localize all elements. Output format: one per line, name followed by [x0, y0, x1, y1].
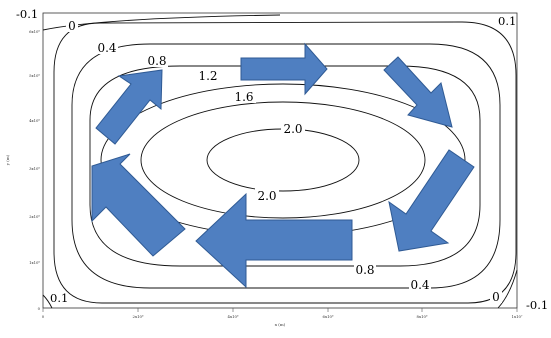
y-tick-label: 4x10⁶	[29, 118, 40, 123]
x-tick-label: 8x10⁶	[417, 314, 428, 319]
y-tick-label: 2x10⁶	[29, 214, 40, 219]
x-axis: 0 2x10⁶ 4x10⁶ 6x10⁶ 8x10⁶ 1x10⁷ x (m)	[42, 308, 523, 327]
label-mask	[490, 289, 502, 303]
y-tick-label: 1x10⁶	[29, 260, 40, 265]
label-mask	[409, 277, 431, 291]
corner-label-top-left: -0.1	[16, 7, 38, 21]
x-tick-label: 0	[42, 314, 45, 319]
arrow-left-lower	[91, 153, 186, 257]
label-mask	[232, 89, 256, 103]
y-tick-label: 5x10⁶	[29, 73, 40, 78]
corner-label-bottom-left: 0.1	[50, 291, 68, 305]
x-tick-label: 4x10⁶	[228, 314, 239, 319]
label-mask	[354, 262, 376, 276]
y-tick-label: 3x10⁶	[29, 166, 40, 171]
y-axis-label: y (m)	[5, 154, 10, 166]
x-tick-label: 1x10⁷	[512, 314, 523, 319]
x-tick-label: 6x10⁶	[323, 314, 334, 319]
label-mask	[255, 188, 279, 202]
contour-label-2-0-upper: 2.0	[283, 122, 302, 136]
contour-0-4	[71, 43, 501, 289]
y-axis: 6x10⁶ 5x10⁶ 4x10⁶ 3x10⁶ 2x10⁶ 1x10⁶ 0 y …	[5, 29, 41, 311]
plot-frame	[42, 12, 518, 309]
arrow-bottom	[195, 192, 353, 289]
contour-label-backgrounds	[66, 17, 502, 303]
contour-label-2-0-lower: 2.0	[257, 189, 276, 203]
label-mask	[146, 53, 168, 67]
label-mask	[66, 17, 78, 32]
contour-0-8	[89, 65, 481, 267]
corner-label-bottom-right: -0.1	[526, 298, 548, 312]
x-axis-label: x (m)	[275, 322, 286, 327]
contour-label-0-4-bottom: 0.4	[410, 278, 429, 292]
y-tick-label: 6x10⁶	[29, 29, 40, 34]
contour-edge-bottom-right	[497, 269, 518, 309]
arrow-left-upper	[95, 69, 163, 145]
contour-label-1-2: 1.2	[198, 69, 217, 83]
arrow-top-right	[240, 42, 328, 96]
contour-label-0-top: 0	[68, 19, 76, 33]
contour-edge-top-left	[42, 14, 281, 31]
label-mask	[196, 68, 220, 82]
contour-1-6	[140, 101, 426, 219]
contour-label-0-8-bottom: 0.8	[355, 263, 374, 277]
label-mask	[96, 40, 118, 54]
corner-label-top-right: 0.1	[498, 14, 516, 28]
label-mask	[281, 121, 305, 135]
contour-label-0-bottom: 0	[492, 290, 500, 304]
arrow-right-upper	[383, 56, 453, 128]
contour-2-0	[206, 128, 360, 192]
contour-label-0-8-top: 0.8	[147, 54, 166, 68]
contour-edge-bottom-left	[42, 294, 53, 309]
contour-label-1-6: 1.6	[234, 90, 253, 104]
contour-label-0-4-top: 0.4	[97, 41, 116, 55]
arrow-right-lower	[388, 149, 475, 252]
y-tick-label: 0	[38, 306, 41, 311]
contour-0	[53, 21, 517, 304]
x-tick-label: 2x10⁶	[133, 314, 144, 319]
